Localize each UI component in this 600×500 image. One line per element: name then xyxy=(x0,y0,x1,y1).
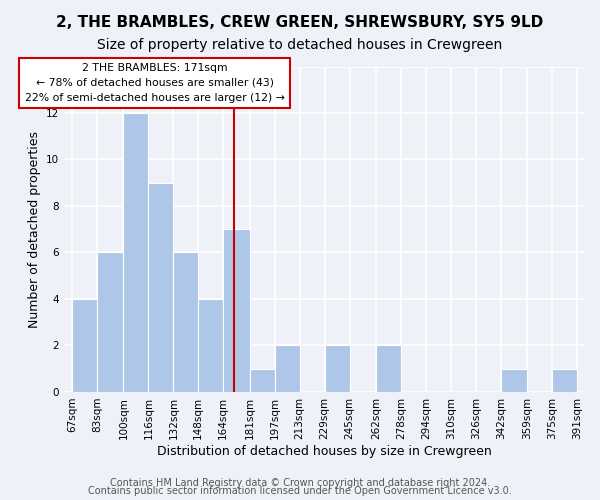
Bar xyxy=(124,113,148,392)
Text: Contains HM Land Registry data © Crown copyright and database right 2024.: Contains HM Land Registry data © Crown c… xyxy=(110,478,490,488)
Bar xyxy=(552,368,577,392)
Bar xyxy=(275,346,299,392)
Bar xyxy=(173,252,198,392)
Text: Size of property relative to detached houses in Crewgreen: Size of property relative to detached ho… xyxy=(97,38,503,52)
X-axis label: Distribution of detached houses by size in Crewgreen: Distribution of detached houses by size … xyxy=(157,444,492,458)
Bar xyxy=(325,346,350,392)
Text: 2, THE BRAMBLES, CREW GREEN, SHREWSBURY, SY5 9LD: 2, THE BRAMBLES, CREW GREEN, SHREWSBURY,… xyxy=(56,15,544,30)
Bar xyxy=(250,368,275,392)
Bar xyxy=(97,252,124,392)
Bar xyxy=(501,368,527,392)
Text: Contains public sector information licensed under the Open Government Licence v3: Contains public sector information licen… xyxy=(88,486,512,496)
Y-axis label: Number of detached properties: Number of detached properties xyxy=(28,130,41,328)
Text: 2 THE BRAMBLES: 171sqm
← 78% of detached houses are smaller (43)
22% of semi-det: 2 THE BRAMBLES: 171sqm ← 78% of detached… xyxy=(25,63,284,102)
Bar xyxy=(198,299,223,392)
Bar xyxy=(72,299,97,392)
Bar xyxy=(376,346,401,392)
Bar xyxy=(148,182,173,392)
Bar xyxy=(223,229,250,392)
